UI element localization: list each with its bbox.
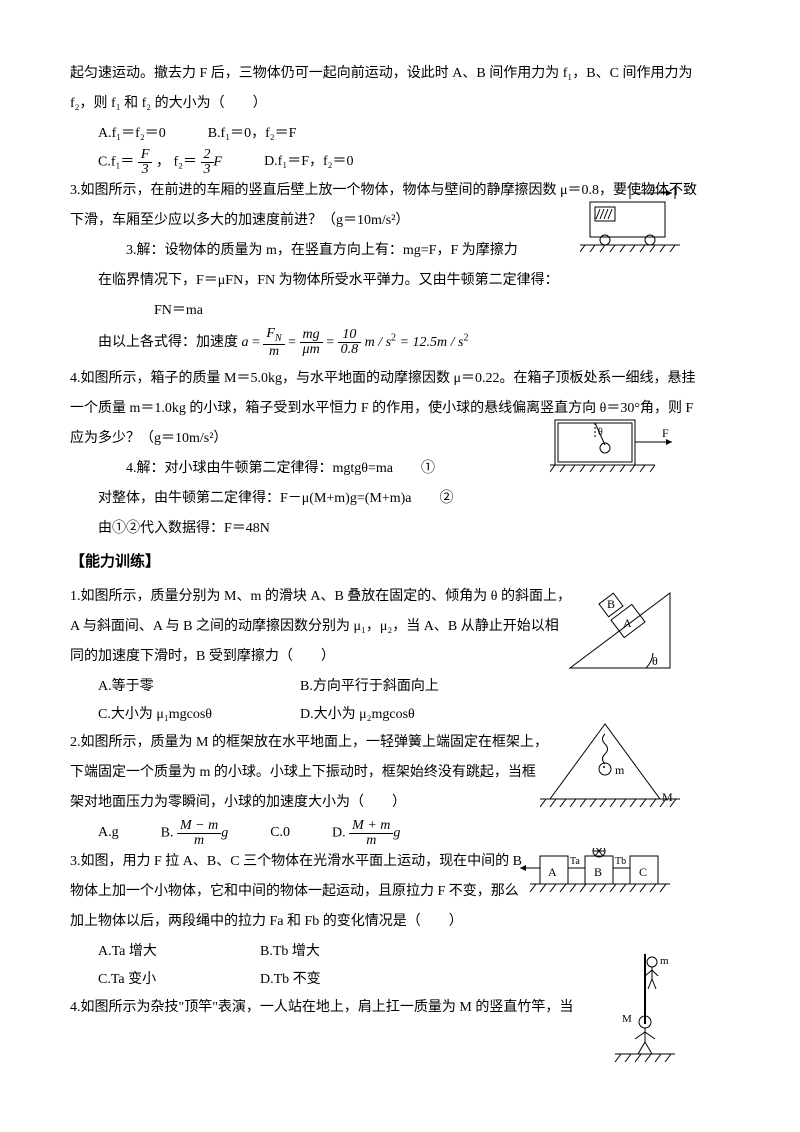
fd: m — [177, 834, 221, 848]
svg-text:A: A — [548, 865, 557, 879]
fd: μm — [300, 343, 323, 357]
svg-text:m: m — [615, 763, 625, 777]
od-pre: D. — [332, 826, 346, 841]
fn2: N — [275, 333, 282, 344]
top-choices: A.f₁＝f₂＝0 B.f₁＝0，f₂＝F — [70, 120, 730, 148]
figure-frame: m M — [540, 719, 680, 819]
eq-eq2: = — [288, 335, 296, 350]
e3-od: D.Tb 不变 — [260, 966, 321, 994]
top-c-mid: ， f₂＝ — [156, 155, 197, 170]
e1-oc: C.大小为 μ₁mgcosθ — [98, 701, 258, 729]
frac-den: 3 — [201, 163, 214, 177]
figure-incline: A B θ — [560, 583, 680, 678]
top-choice-d: D.f₁＝F，f₂＝0 — [264, 148, 353, 177]
e1-od: D.大小为 μ₂mgcosθ — [300, 701, 415, 729]
svg-text:A: A — [623, 616, 632, 630]
fd: m — [263, 345, 284, 359]
q3-s3: FN＝ma — [70, 297, 730, 325]
top-text-2: f₂，则 f₁ 和 f₂ 的大小为（ ） — [70, 90, 730, 118]
svg-text:M: M — [622, 1013, 632, 1025]
top-text-1: 起匀速运动。撤去力 F 后，三物体仍可一起向前运动，设此时 A、B 间作用力为 … — [70, 60, 730, 88]
e3-p3: 加上物体以后，两段绳中的拉力 Fa 和 Fb 的变化情况是（ ） — [70, 908, 730, 936]
q3-s2: 在临界情况下，F＝μFN，FN 为物体所受水平弹力。又由牛顿第二定律得： — [70, 267, 730, 295]
q3-s4-pre: 由以上各式得：加速度 — [98, 335, 238, 350]
g: g — [393, 826, 400, 841]
e1-oa: A.等于零 — [98, 673, 258, 701]
fn: mg — [300, 328, 323, 343]
svg-text:Tb: Tb — [615, 856, 626, 867]
svg-text:a: a — [650, 187, 656, 194]
frac-den: 3 — [138, 163, 153, 177]
g: g — [221, 826, 228, 841]
e2-oc: C.0 — [270, 819, 290, 848]
svg-text:θ: θ — [598, 427, 603, 438]
frac-post: F — [214, 155, 223, 170]
figure-cart: a — [580, 187, 680, 257]
e3-ob: B.Tb 增大 — [260, 938, 320, 966]
figure-blocks: A Ta B Tb C — [520, 848, 680, 908]
e1-ob: B.方向平行于斜面向上 — [300, 673, 439, 701]
fn: 10 — [338, 328, 362, 343]
fd: m — [349, 834, 393, 848]
top-choice-b: B.f₁＝0，f₂＝F — [208, 120, 297, 148]
eq-a: a — [242, 335, 249, 350]
e2-ob: B. M − mmg — [161, 819, 229, 848]
frac-num: 2 — [201, 148, 214, 163]
figure-pole: m M — [610, 954, 680, 1064]
top-choice-c: C.f₁＝ F3 ， f₂＝ 23F — [98, 148, 222, 177]
q4-p1: 4.如图所示，箱子的质量 M＝5.0kg，与水平地面的动摩擦因数 μ＝0.22。… — [70, 365, 730, 393]
e3-oa: A.Ta 增大 — [98, 938, 218, 966]
ob-pre: B. — [161, 826, 174, 841]
svg-text:C: C — [639, 865, 647, 879]
q3-s4: 由以上各式得：加速度 a = FNm = mgμm = 100.8 m / s2… — [70, 327, 730, 359]
fn: F — [266, 326, 275, 341]
e2-od: D. M + mmg — [332, 819, 400, 848]
eq-eq: = — [252, 335, 260, 350]
svg-text:B: B — [607, 597, 615, 611]
e2-choices: A.g B. M − mmg C.0 D. M + mmg — [70, 819, 730, 848]
top-choices-2: C.f₁＝ F3 ， f₂＝ 23F D.f₁＝F，f₂＝0 — [70, 148, 730, 177]
unit: m / s — [365, 335, 391, 350]
fd: 0.8 — [338, 343, 362, 357]
svg-text:Ta: Ta — [570, 856, 580, 867]
frac-num: F — [138, 148, 153, 163]
svg-text:B: B — [594, 865, 602, 879]
q4-s2: 对整体，由牛顿第二定律得：F－μ(M+m)g=(M+m)a ② — [70, 485, 730, 513]
svg-text:m: m — [660, 955, 669, 967]
top-choice-a: A.f₁＝f₂＝0 — [98, 120, 166, 148]
figure-box: θ F — [550, 415, 680, 485]
e3-oc: C.Ta 变小 — [98, 966, 218, 994]
fn: M − m — [177, 819, 221, 834]
section-title: 【能力训练】 — [70, 547, 730, 577]
q4-s3: 由①②代入数据得：F＝48N — [70, 515, 730, 543]
fn: M + m — [349, 819, 393, 834]
top-c-pre: C.f₁＝ — [98, 155, 134, 170]
eq-eq3: = — [326, 335, 334, 350]
e2-oa: A.g — [98, 819, 119, 848]
svg-text:F: F — [662, 426, 669, 440]
val: = 12.5m / s — [400, 335, 464, 350]
